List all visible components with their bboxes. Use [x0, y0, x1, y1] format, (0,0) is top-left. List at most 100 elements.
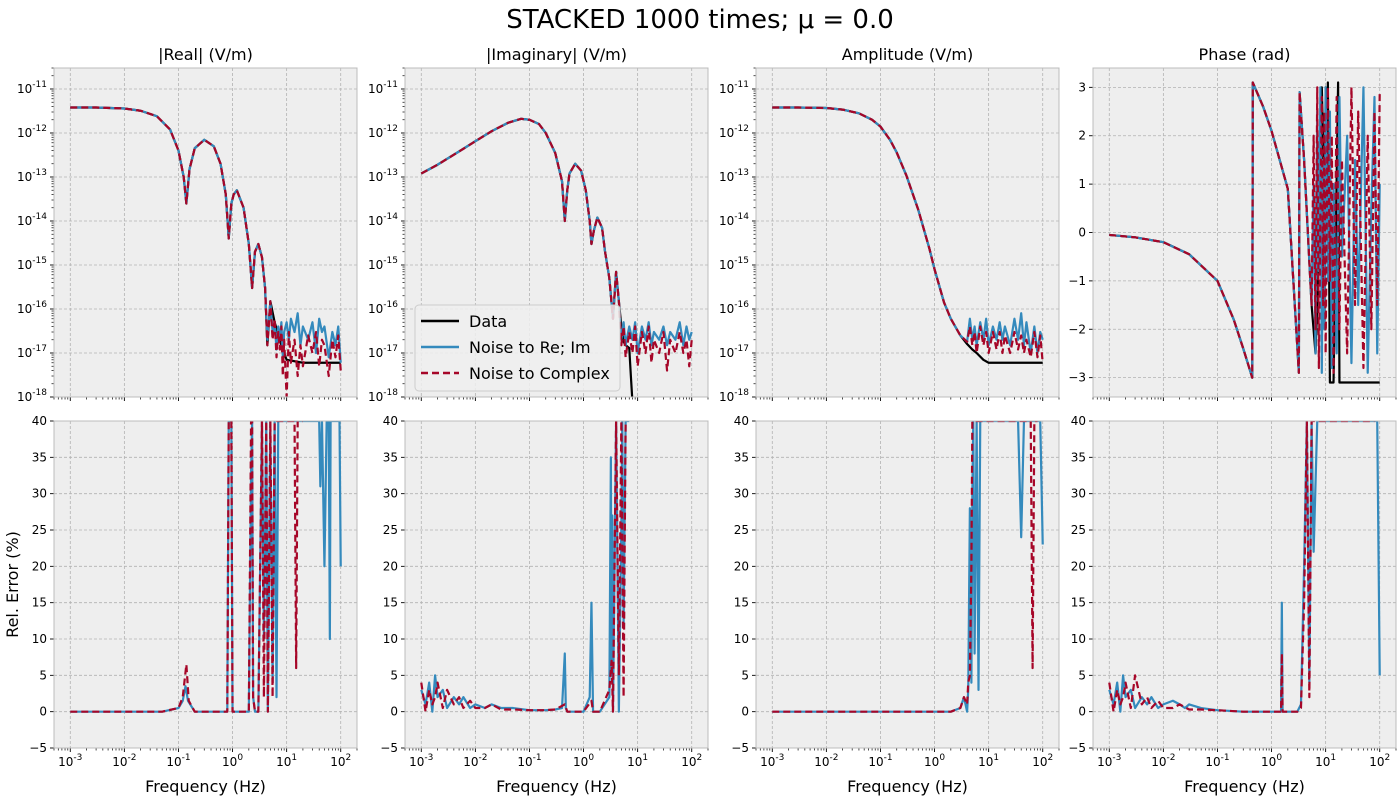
y-tick-label: 10-16	[17, 300, 47, 316]
y-tick-label: 5	[390, 668, 398, 682]
y-tick-label: 0	[741, 705, 749, 719]
y-tick-label: 0	[1078, 226, 1086, 240]
y-tick-label: −2	[1068, 322, 1086, 336]
y-tick-label: 30	[32, 487, 47, 501]
y-tick-label: 20	[383, 559, 398, 573]
y-tick-label: 10-14	[368, 212, 398, 228]
y-tick-label: 10-11	[719, 80, 749, 96]
plot-frame	[404, 67, 709, 398]
panel-top-1: 10-18 10-17 10-16 10-15 10-14 10-13 10-12 10-11…	[17, 45, 358, 404]
x-tick-label: 100	[1261, 753, 1282, 769]
y-tick-label: 10-16	[719, 300, 749, 316]
x-tick-label: 101	[276, 753, 297, 769]
y-tick-label: 10-16	[368, 300, 398, 316]
legend-entry: Data	[469, 312, 507, 331]
x-tick-label: 101	[978, 753, 999, 769]
panel-title: |Imaginary| (V/m)	[486, 45, 627, 64]
x-tick-label: 102	[1032, 753, 1053, 769]
y-tick-label: 10-15	[368, 256, 398, 272]
plot-frame	[755, 67, 1060, 398]
y-tick-label: −3	[1068, 371, 1086, 385]
y-tick-label: 0	[390, 705, 398, 719]
series-group	[1109, 81, 1381, 384]
y-tick-label: 10-14	[17, 212, 47, 228]
x-axis-label: Frequency (Hz)	[145, 777, 266, 796]
x-tick-label: 10-2	[112, 753, 136, 769]
plot-area	[405, 421, 708, 748]
y-tick-label: 20	[32, 559, 47, 573]
y-tick-label: 0	[1078, 705, 1086, 719]
x-axis-label: Frequency (Hz)	[1184, 777, 1305, 796]
y-tick-label: 10	[734, 632, 749, 646]
y-tick-label: 10-17	[368, 344, 398, 360]
y-tick-label: 20	[734, 559, 749, 573]
series-line-noise-to-complex	[70, 421, 303, 713]
y-tick-label: 15	[32, 596, 47, 610]
y-tick-label: 40	[1071, 414, 1086, 428]
y-tick-label: 25	[383, 523, 398, 537]
y-tick-label: 35	[32, 450, 47, 464]
series-group	[772, 106, 1044, 364]
y-tick-label: 2	[1078, 129, 1086, 143]
plot-frame	[1092, 67, 1397, 398]
panel-top-3: 10-18 10-17 10-16 10-15 10-14 10-13 10-12 10-11…	[719, 45, 1060, 404]
y-tick-label: 35	[734, 450, 749, 464]
y-tick-label: 10-11	[17, 80, 47, 96]
y-tick-label: 35	[1071, 450, 1086, 464]
plot-area	[756, 421, 1059, 748]
y-tick-label: 35	[383, 450, 398, 464]
x-tick-label: 10-1	[868, 753, 892, 769]
y-tick-label: −1	[1068, 274, 1086, 288]
y-tick-label: 10	[383, 632, 398, 646]
y-tick-label: 10-18	[719, 388, 749, 404]
series-group	[772, 421, 1044, 713]
panel-title: Amplitude (V/m)	[842, 45, 973, 64]
series-group	[70, 421, 342, 713]
series-line-noise-to-complex	[1108, 421, 1375, 713]
panel-bottom-2: 10-3 10-2 10-1 100 101 102 −5 0 5 10 15 20 25 30 35 40 F…	[380, 414, 709, 796]
y-tick-label: 10-12	[368, 124, 398, 140]
y-tick-label: 10-12	[719, 124, 749, 140]
series-group	[1108, 421, 1381, 713]
panel-bottom-4: 10-3 10-2 10-1 100 101 102 −5 0 5 10 15 20 25 30 35 40 F…	[1068, 414, 1397, 796]
x-tick-label: 10-2	[1151, 753, 1175, 769]
x-tick-label: 102	[330, 753, 351, 769]
plot-frame	[1092, 420, 1397, 749]
series-line-noise-to-complex	[420, 117, 693, 372]
y-tick-label: 25	[1071, 523, 1086, 537]
series-line-noise-to-complex	[1109, 81, 1381, 379]
y-tick-label: 0	[39, 705, 47, 719]
y-tick-label: 40	[32, 414, 47, 428]
y-tick-label: 25	[734, 523, 749, 537]
y-tick-label: 30	[383, 487, 398, 501]
x-tick-label: 100	[222, 753, 243, 769]
legend: Data Noise to Re; Im Noise to Complex	[414, 304, 621, 392]
y-tick-label: 30	[1071, 487, 1086, 501]
y-tick-label: 25	[32, 523, 47, 537]
y-tick-label: 10-13	[17, 168, 47, 184]
y-tick-label: 40	[734, 414, 749, 428]
y-tick-label: 1	[1078, 177, 1086, 191]
panel-bottom-3: 10-3 10-2 10-1 100 101 102 −5 0 5 10 15 20 25 30 35 40 F…	[731, 414, 1060, 796]
plot-frame	[404, 420, 709, 749]
y-tick-label: 10-18	[368, 388, 398, 404]
panel-top-2: 10-18 10-17 10-16 10-15 10-14 10-13 10-12 10-11…	[368, 45, 709, 404]
x-tick-label: 10-2	[814, 753, 838, 769]
y-tick-label: 10	[32, 632, 47, 646]
x-tick-label: 10-3	[58, 753, 82, 769]
y-tick-label: −5	[29, 741, 47, 755]
y-tick-label: −5	[731, 741, 749, 755]
y-tick-label: −5	[380, 741, 398, 755]
y-tick-label: 10-15	[719, 256, 749, 272]
x-tick-label: 100	[573, 753, 594, 769]
x-tick-label: 101	[1315, 753, 1336, 769]
x-tick-label: 102	[1369, 753, 1390, 769]
series-line-noise-to-complex	[772, 106, 1044, 363]
plot-frame	[53, 67, 358, 398]
series-group	[420, 421, 630, 713]
x-tick-label: 101	[627, 753, 648, 769]
x-tick-label: 10-1	[166, 753, 190, 769]
x-tick-label: 10-1	[517, 753, 541, 769]
legend-box	[414, 304, 621, 392]
